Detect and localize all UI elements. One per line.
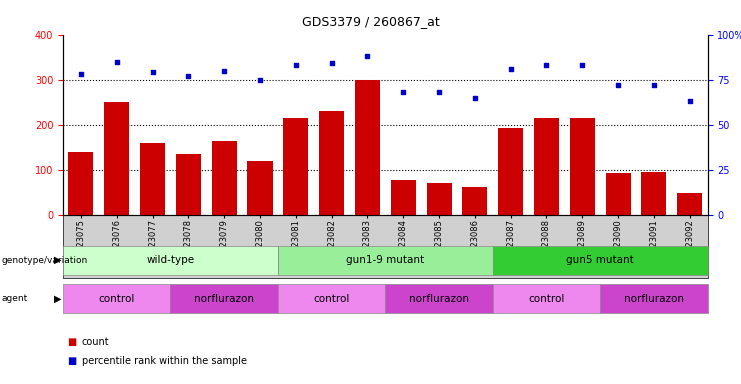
Point: [75, 71, 87, 77]
Bar: [498, 128, 523, 215]
Bar: [462, 187, 488, 215]
Bar: [247, 161, 273, 215]
Bar: [355, 80, 380, 215]
Text: control: control: [528, 293, 565, 304]
Text: norflurazon: norflurazon: [194, 293, 254, 304]
Point: [254, 77, 266, 83]
Text: control: control: [313, 293, 350, 304]
Point: [684, 98, 696, 104]
Point: [576, 62, 588, 68]
Bar: [605, 173, 631, 215]
Text: ■: ■: [67, 356, 76, 366]
Text: gun1-9 mutant: gun1-9 mutant: [346, 255, 425, 265]
Point: [290, 62, 302, 68]
Point: [218, 68, 230, 74]
Point: [147, 70, 159, 76]
Text: percentile rank within the sample: percentile rank within the sample: [82, 356, 247, 366]
Bar: [104, 102, 129, 215]
Text: agent: agent: [1, 294, 27, 303]
Bar: [570, 118, 595, 215]
Point: [505, 66, 516, 72]
Text: gun5 mutant: gun5 mutant: [566, 255, 634, 265]
Text: count: count: [82, 337, 109, 347]
Point: [469, 95, 481, 101]
Bar: [283, 118, 308, 215]
Text: norflurazon: norflurazon: [409, 293, 469, 304]
Point: [110, 59, 122, 65]
Text: ▶: ▶: [54, 293, 62, 304]
Point: [397, 89, 409, 95]
Bar: [677, 194, 702, 215]
Point: [540, 62, 552, 68]
Bar: [534, 118, 559, 215]
Bar: [140, 143, 165, 215]
Bar: [176, 154, 201, 215]
Text: norflurazon: norflurazon: [624, 293, 684, 304]
Bar: [68, 152, 93, 215]
Text: ▶: ▶: [54, 255, 62, 265]
Point: [182, 73, 194, 79]
Point: [648, 82, 659, 88]
Point: [612, 82, 624, 88]
Point: [362, 53, 373, 59]
Point: [325, 60, 337, 66]
Bar: [319, 111, 344, 215]
Text: ■: ■: [67, 337, 76, 347]
Text: wild-type: wild-type: [147, 255, 194, 265]
Bar: [642, 172, 666, 215]
Text: GDS3379 / 260867_at: GDS3379 / 260867_at: [302, 15, 439, 28]
Point: [433, 89, 445, 95]
Bar: [427, 184, 451, 215]
Text: control: control: [99, 293, 135, 304]
Text: genotype/variation: genotype/variation: [1, 256, 87, 265]
Bar: [391, 180, 416, 215]
Bar: [212, 141, 236, 215]
